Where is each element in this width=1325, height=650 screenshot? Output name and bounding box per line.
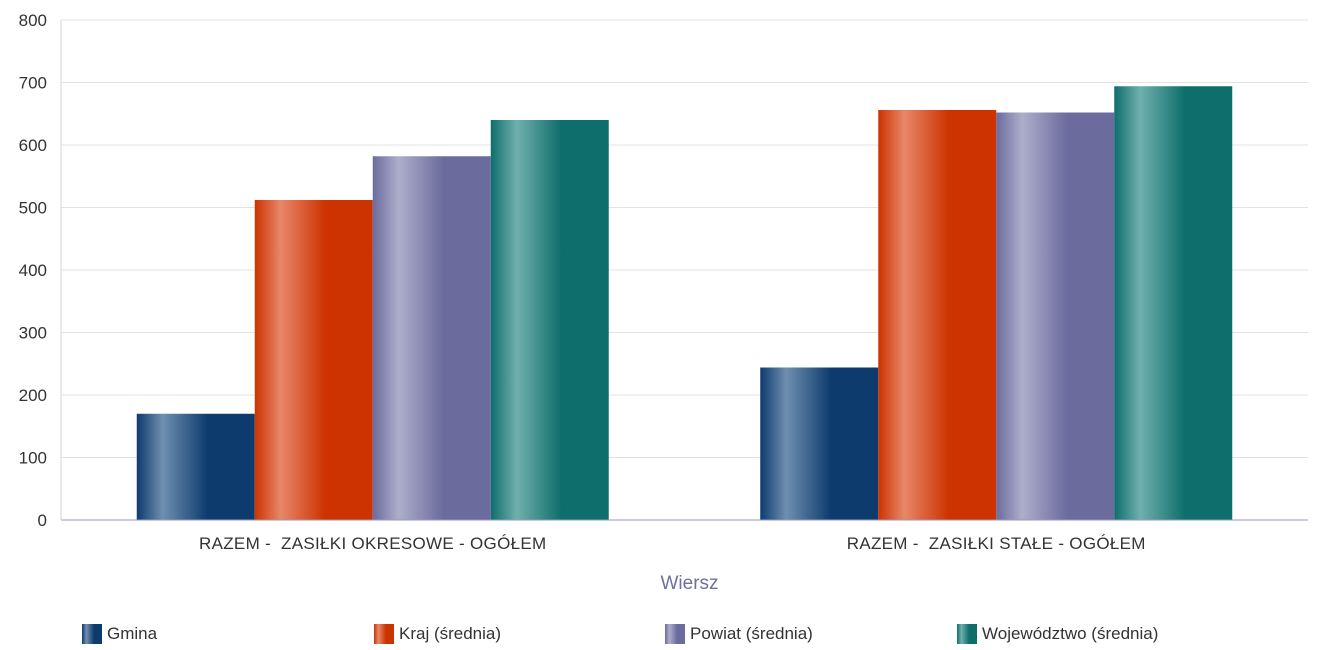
legend-swatch [957,624,977,644]
legend-swatch [374,624,394,644]
bar-województwo-1[interactable] [1114,86,1233,520]
y-tick-label: 200 [19,386,47,405]
y-tick-label: 600 [19,136,47,155]
bar-gmina-0[interactable] [136,413,255,520]
legend-label: Województwo (średnia) [982,624,1158,643]
y-tick-label: 700 [19,74,47,93]
y-tick-label: 400 [19,261,47,280]
x-category-label: RAZEM - ZASIŁKI OKRESOWE - OGÓŁEM [199,534,546,553]
legend-swatch [665,624,685,644]
x-axis-title: Wiersz [660,573,718,594]
legend-item[interactable]: Gmina [82,624,158,644]
bar-województwo-0[interactable] [490,120,609,520]
y-tick-label: 300 [19,324,47,343]
y-axis-ticks: 0 100 200 300 400 500 600 700 800 [19,11,47,530]
legend-label: Gmina [107,624,158,643]
legend-item[interactable]: Powiat (średnia) [665,624,813,644]
y-tick-label: 800 [19,11,47,30]
bar-gmina-1[interactable] [760,367,879,521]
legend-label: Powiat (średnia) [690,624,813,643]
x-axis-categories: RAZEM - ZASIŁKI OKRESOWE - OGÓŁEM RAZEM -… [199,534,1146,553]
y-tick-label: 0 [38,511,47,530]
bars [136,86,1233,521]
y-tick-label: 100 [19,449,47,468]
bar-kraj-0[interactable] [254,200,373,520]
bar-powiat-0[interactable] [372,156,491,520]
legend-swatch [82,624,102,644]
y-tick-label: 500 [19,199,47,218]
x-category-label: RAZEM - ZASIŁKI STAŁE - OGÓŁEM [847,534,1146,553]
bar-kraj-1[interactable] [878,110,997,520]
legend-item[interactable]: Województwo (średnia) [957,624,1158,644]
bar-powiat-1[interactable] [996,112,1115,521]
legend: Gmina Kraj (średnia) Powiat (średnia) Wojew… [82,624,1158,644]
legend-item[interactable]: Kraj (średnia) [374,624,501,644]
legend-label: Kraj (średnia) [399,624,501,643]
